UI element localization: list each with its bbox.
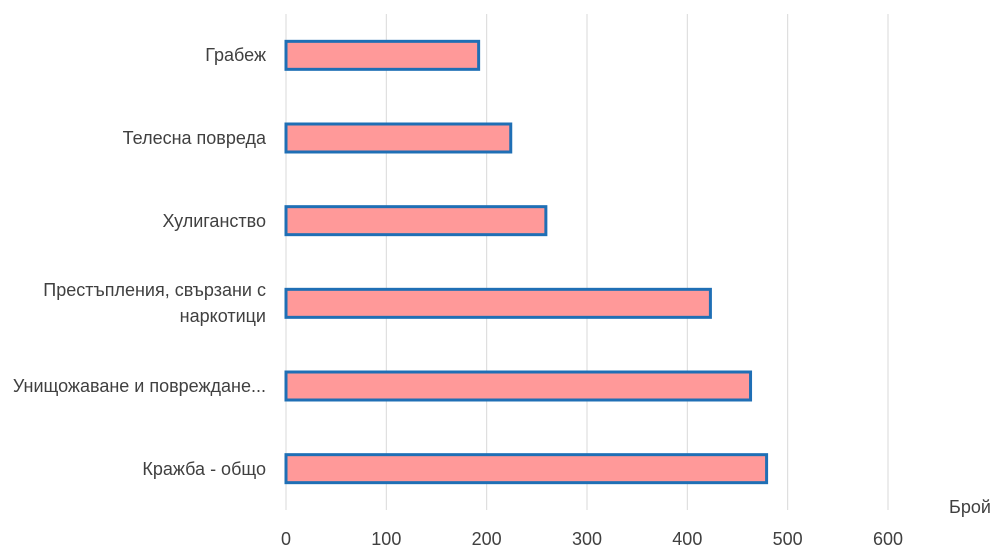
x-tick-label: 200 — [472, 529, 502, 549]
y-tick-label: Унищожаване и повреждане... — [12, 376, 266, 396]
y-tick-label: Телесна повреда — [122, 128, 266, 148]
bar — [284, 122, 513, 154]
x-tick-label: 100 — [371, 529, 401, 549]
bar — [284, 39, 481, 71]
y-tick-label: Кражба - общо — [142, 458, 266, 479]
x-tick-label: 400 — [672, 529, 702, 549]
bar — [284, 287, 712, 319]
bar — [284, 205, 548, 237]
bar — [284, 453, 769, 485]
x-axis-label: Брой — [949, 497, 991, 517]
x-tick-label: 600 — [873, 529, 903, 549]
bar — [284, 370, 753, 402]
x-tick-label: 0 — [281, 529, 291, 549]
y-tick-label: Хулиганство — [162, 210, 266, 231]
y-tick-label: Грабеж — [205, 45, 266, 66]
y-tick-label: Престъпления, свързани с наркотици — [43, 280, 266, 327]
x-tick-label: 300 — [572, 529, 602, 549]
x-tick-label: 500 — [773, 529, 803, 549]
